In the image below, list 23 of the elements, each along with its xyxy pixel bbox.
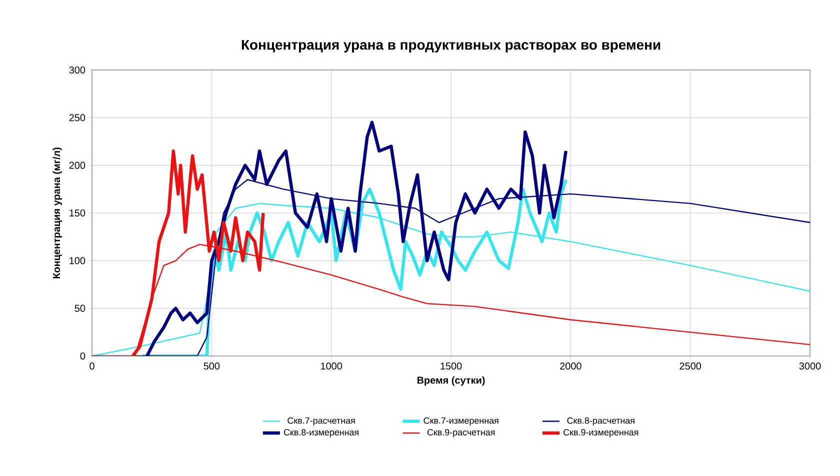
- legend-label: Скв.8-измеренная: [284, 429, 358, 438]
- legend-label: Скв.7-измеренная: [424, 417, 498, 426]
- x-tick-label: 500: [204, 362, 220, 370]
- y-axis-title: Концентрация урана (мг/л): [52, 148, 62, 278]
- chart-title: Концентрация урана в продуктивных растворах во времени: [242, 40, 660, 52]
- x-tick-label: 0: [90, 362, 94, 370]
- y-tick-label: 100: [70, 257, 86, 264]
- x-tick-label: 2000: [560, 362, 582, 370]
- y-tick-label: 300: [69, 66, 86, 74]
- y-tick-label: 200: [69, 162, 86, 169]
- x-tick-label: 2500: [680, 362, 702, 370]
- y-tick-label: 0: [80, 352, 86, 360]
- y-tick-label: 50: [74, 304, 86, 312]
- legend-label: Скв.9-расчетная: [427, 429, 495, 438]
- x-axis-title: Время (сутки): [417, 376, 485, 386]
- x-tick-label: 1000: [321, 362, 342, 370]
- y-tick-label: 150: [70, 209, 86, 217]
- legend-label: Скв.7-расчетная: [288, 417, 355, 426]
- legend-label: Скв.9-измеренная: [564, 429, 638, 438]
- x-tick-label: 3000: [799, 362, 821, 370]
- x-tick-label: 1500: [440, 362, 462, 370]
- y-tick-label: 250: [69, 114, 86, 122]
- legend-label: Скв.8-расчетная: [567, 417, 634, 426]
